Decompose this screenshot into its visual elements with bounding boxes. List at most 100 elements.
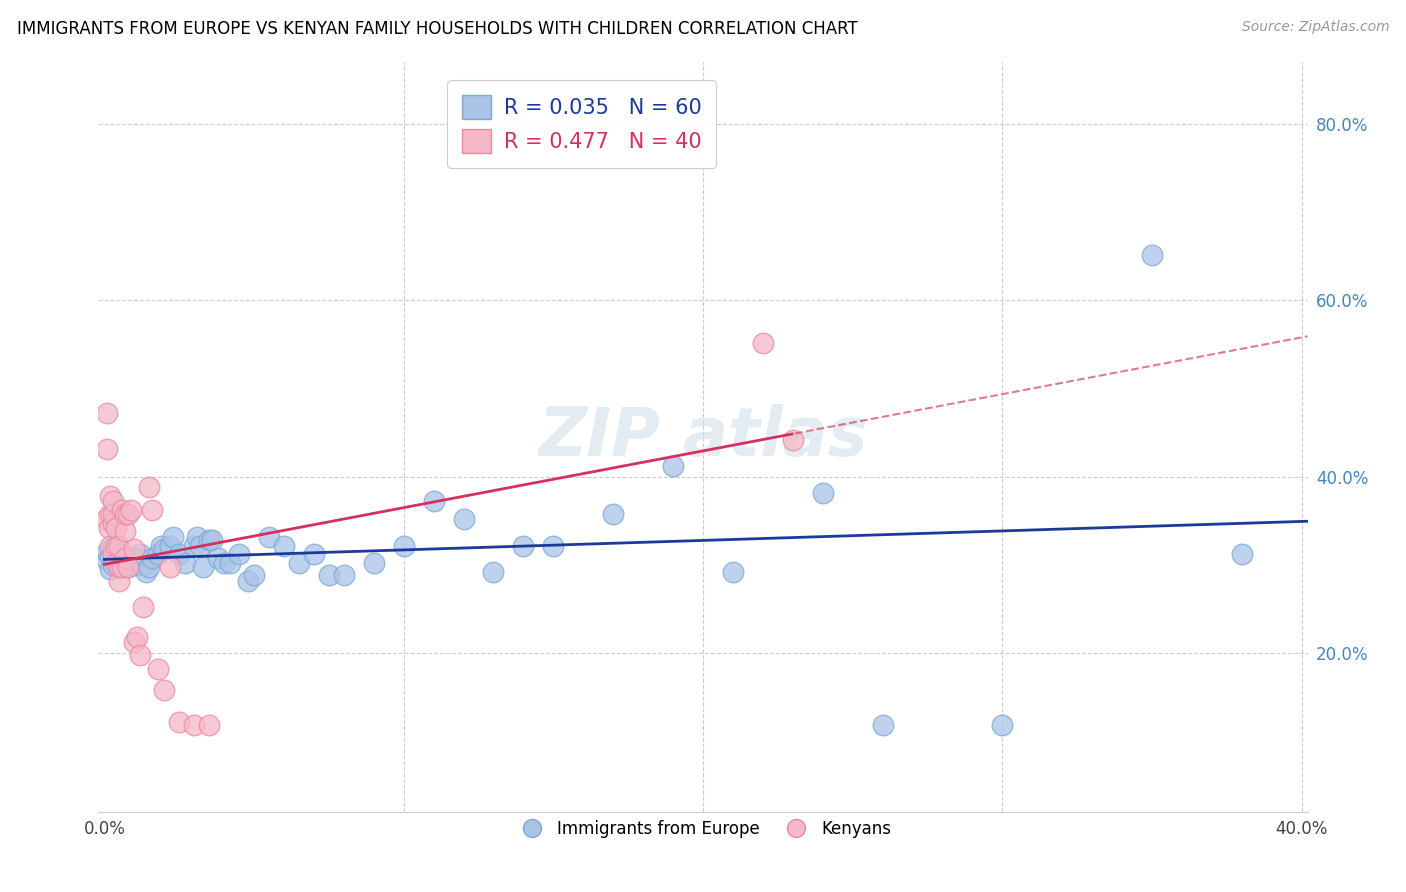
Point xyxy=(108,559,131,574)
Point xyxy=(543,539,565,553)
Point xyxy=(153,542,176,557)
Point xyxy=(228,547,250,561)
Point xyxy=(174,556,197,570)
Point xyxy=(183,539,205,553)
Point xyxy=(991,718,1014,732)
Point xyxy=(103,516,125,530)
Point xyxy=(114,507,136,521)
Point xyxy=(273,539,295,553)
Point xyxy=(392,539,415,553)
Point xyxy=(100,489,122,503)
Point xyxy=(288,556,311,570)
Text: Source: ZipAtlas.com: Source: ZipAtlas.com xyxy=(1241,20,1389,34)
Point xyxy=(138,480,160,494)
Point xyxy=(141,503,163,517)
Point xyxy=(811,485,834,500)
Point xyxy=(302,547,325,561)
Point xyxy=(167,714,190,729)
Point xyxy=(94,512,117,526)
Point xyxy=(114,559,136,574)
Point xyxy=(117,507,139,521)
Point xyxy=(111,558,134,572)
Point xyxy=(512,539,534,553)
Point xyxy=(141,550,163,565)
Point xyxy=(1230,547,1253,561)
Point xyxy=(100,539,122,553)
Point xyxy=(127,550,149,565)
Point xyxy=(159,539,181,553)
Point xyxy=(129,547,152,561)
Text: ZIP atlas: ZIP atlas xyxy=(538,404,868,470)
Point xyxy=(186,530,208,544)
Point xyxy=(120,503,142,517)
Point xyxy=(103,547,125,561)
Point xyxy=(318,568,340,582)
Point xyxy=(1140,247,1163,261)
Point xyxy=(100,562,122,576)
Point xyxy=(198,718,221,732)
Point xyxy=(148,547,170,561)
Point xyxy=(482,565,505,579)
Point xyxy=(96,442,118,456)
Point xyxy=(148,662,170,676)
Point xyxy=(105,521,128,535)
Point xyxy=(188,539,211,553)
Point xyxy=(132,600,155,615)
Point xyxy=(108,574,131,588)
Point xyxy=(183,718,205,732)
Point xyxy=(721,565,744,579)
Point xyxy=(124,558,146,572)
Point xyxy=(117,559,139,574)
Point xyxy=(219,556,242,570)
Point xyxy=(105,539,128,553)
Point xyxy=(124,542,146,557)
Point xyxy=(103,558,125,572)
Point xyxy=(153,683,176,698)
Point xyxy=(243,568,266,582)
Point xyxy=(120,556,142,570)
Point xyxy=(103,494,125,508)
Point xyxy=(198,533,221,548)
Point xyxy=(117,559,139,574)
Text: IMMIGRANTS FROM EUROPE VS KENYAN FAMILY HOUSEHOLDS WITH CHILDREN CORRELATION CHA: IMMIGRANTS FROM EUROPE VS KENYAN FAMILY … xyxy=(17,20,858,37)
Point xyxy=(100,549,122,563)
Point xyxy=(201,533,224,548)
Point xyxy=(132,558,155,572)
Point xyxy=(159,559,181,574)
Point xyxy=(162,530,184,544)
Point xyxy=(108,539,131,553)
Point xyxy=(114,524,136,539)
Point xyxy=(207,550,229,565)
Point xyxy=(138,559,160,574)
Point xyxy=(103,507,125,521)
Point xyxy=(453,512,475,526)
Point xyxy=(363,556,385,570)
Point xyxy=(114,550,136,565)
Point xyxy=(108,541,131,555)
Point xyxy=(97,521,120,535)
Point xyxy=(96,553,118,567)
Point xyxy=(662,459,685,474)
Point xyxy=(105,556,128,570)
Point xyxy=(111,559,134,574)
Point xyxy=(127,630,149,644)
Point xyxy=(422,494,444,508)
Point xyxy=(100,507,122,521)
Point xyxy=(872,718,894,732)
Point xyxy=(135,565,157,579)
Point xyxy=(167,547,190,561)
Point xyxy=(193,559,215,574)
Point xyxy=(96,406,118,420)
Legend: Immigrants from Europe, Kenyans: Immigrants from Europe, Kenyans xyxy=(509,814,897,845)
Point xyxy=(129,648,152,662)
Point xyxy=(105,549,128,563)
Point xyxy=(103,541,125,555)
Point xyxy=(257,530,280,544)
Point xyxy=(150,539,173,553)
Point xyxy=(111,503,134,517)
Point xyxy=(236,574,259,588)
Point xyxy=(96,544,118,558)
Point xyxy=(782,433,804,447)
Point xyxy=(124,635,146,649)
Point xyxy=(108,549,131,563)
